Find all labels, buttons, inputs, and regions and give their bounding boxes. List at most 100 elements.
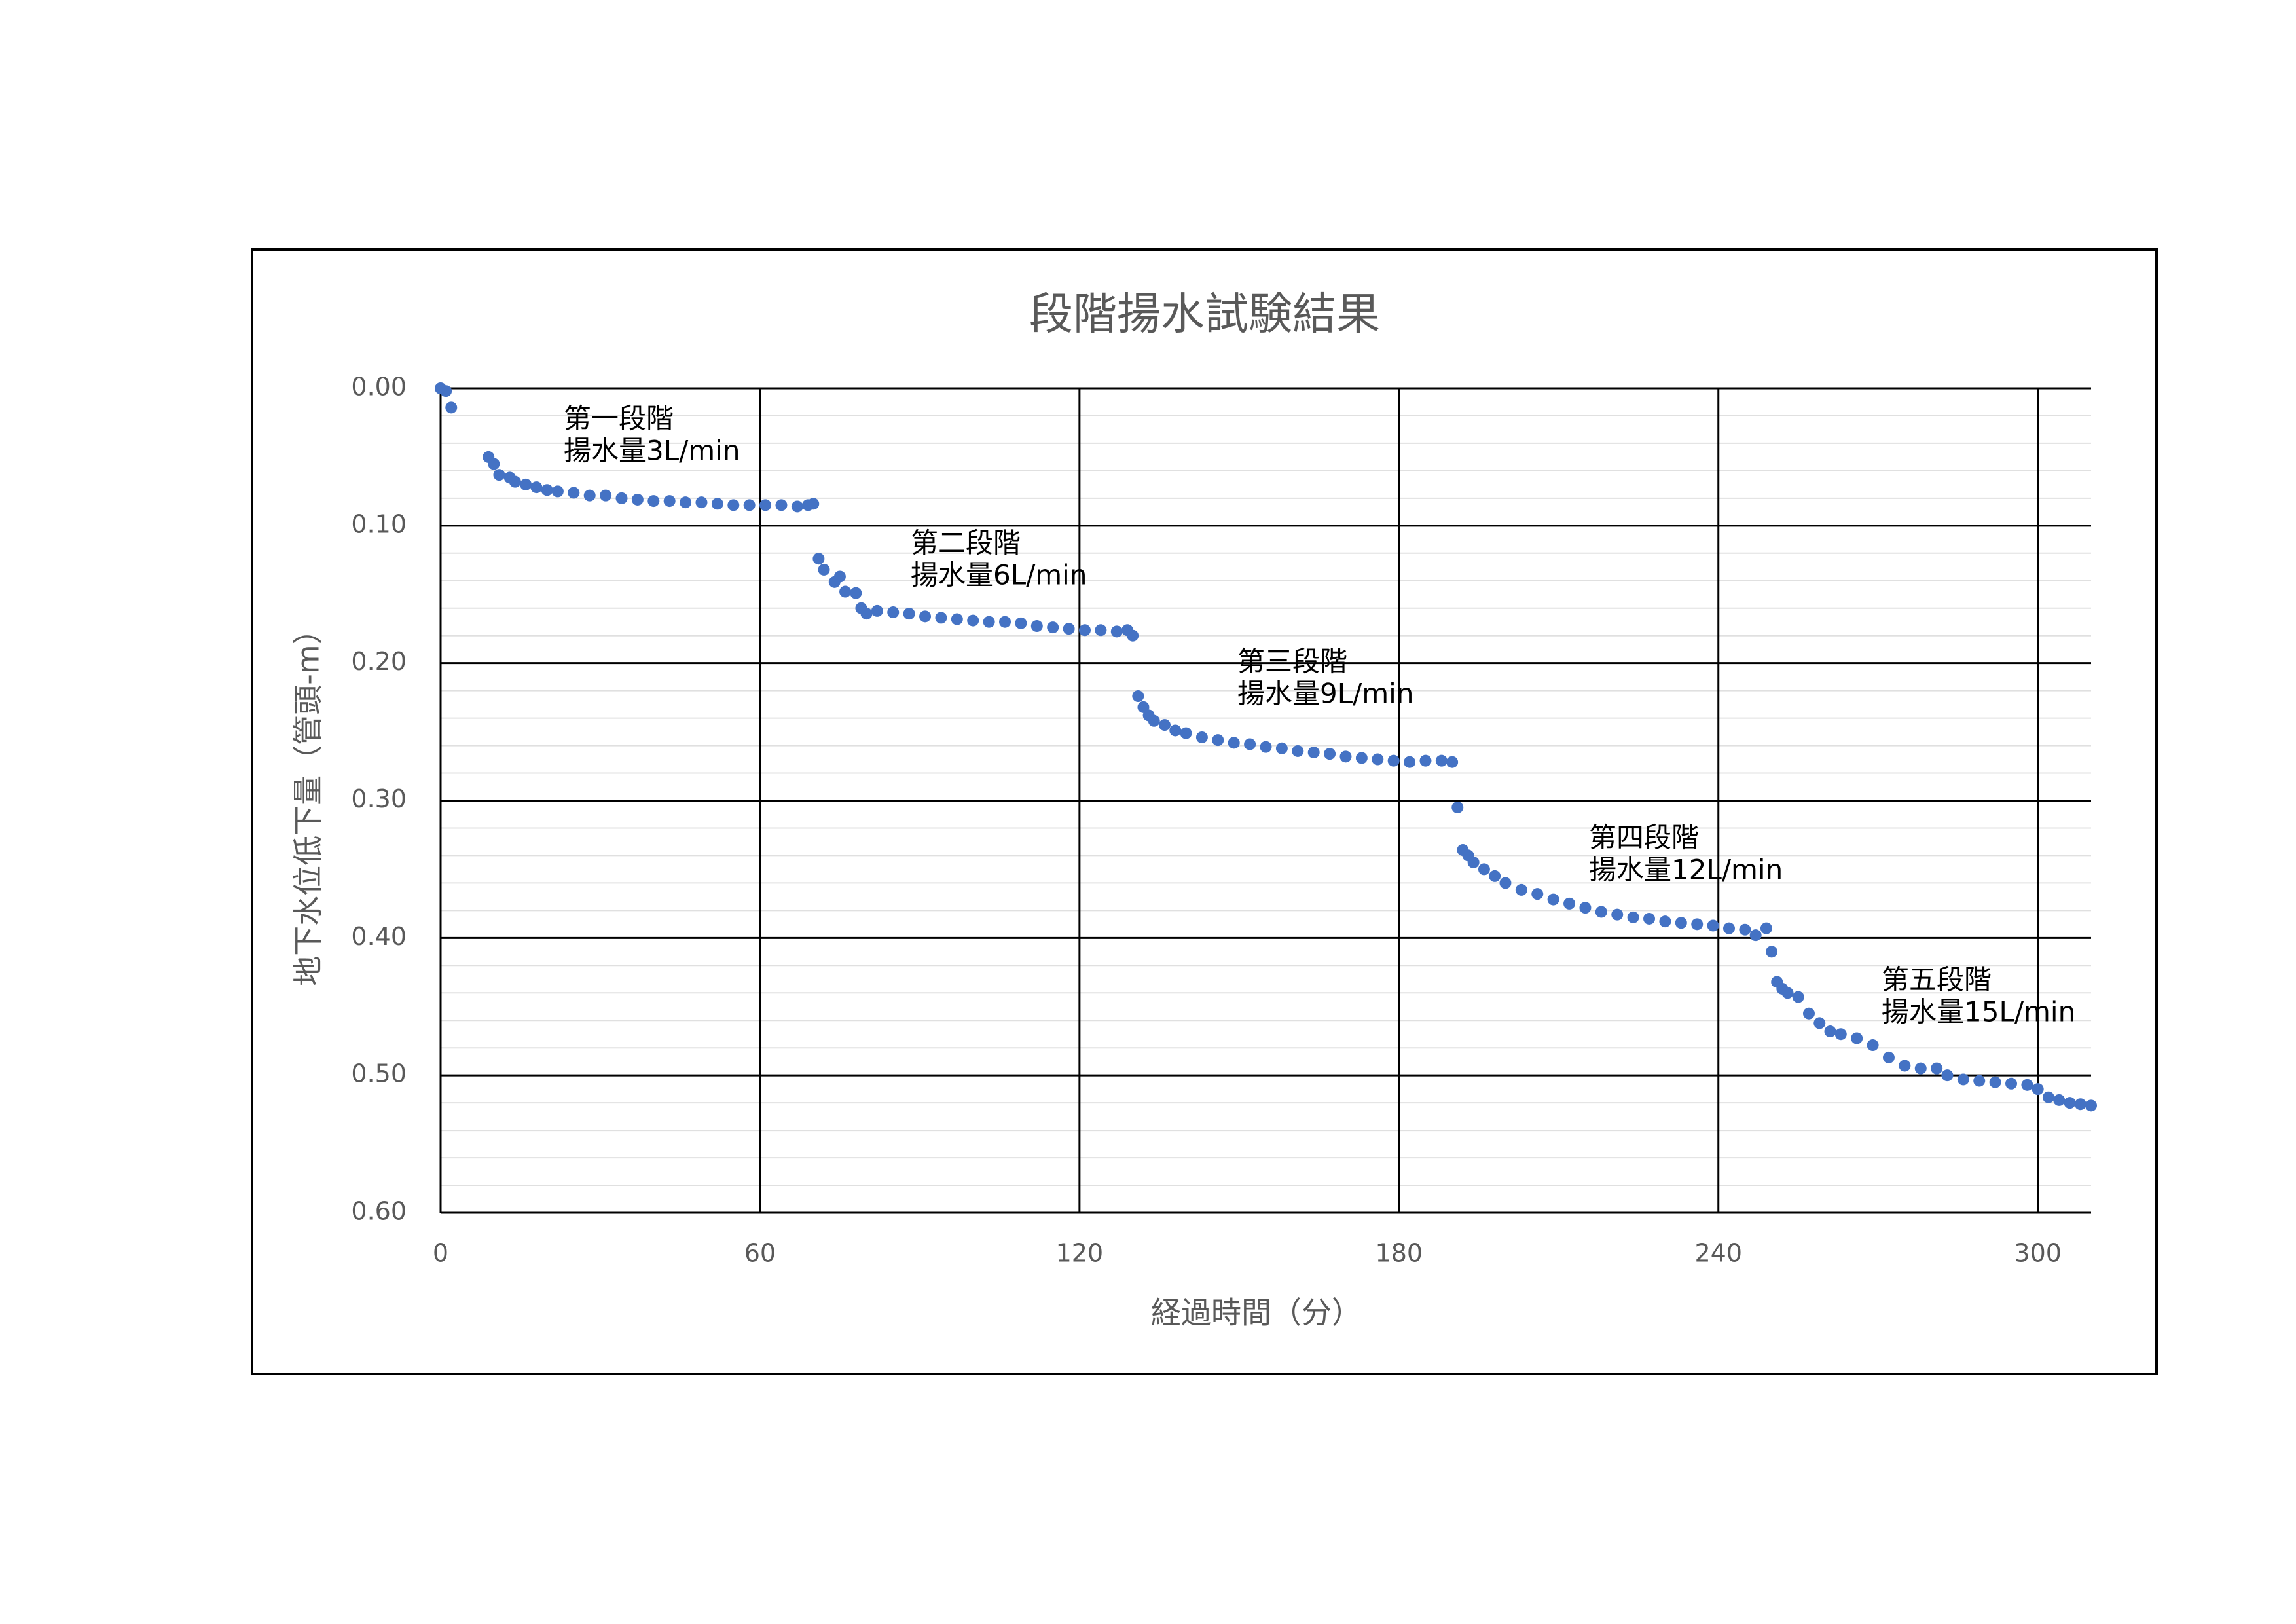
point (1515, 883, 1527, 896)
point (818, 563, 830, 576)
point (583, 489, 596, 502)
chart-title: 段階揚水試験結果 (1029, 289, 1380, 340)
point (1127, 629, 1139, 642)
point (1339, 750, 1352, 763)
point (695, 496, 708, 509)
point (1451, 801, 1464, 813)
point (1047, 621, 1059, 634)
annotation: 第一段階 (564, 403, 674, 435)
point (1467, 856, 1480, 868)
point (1015, 617, 1027, 629)
x-tick-label: 300 (2014, 1239, 2062, 1268)
point (759, 499, 772, 511)
point (1419, 754, 1432, 767)
annotation: 揚水量15L/min (1882, 996, 2075, 1028)
annotation: 第二段階 (911, 527, 1021, 559)
point (887, 606, 900, 619)
y-tick-label: 0.40 (351, 922, 407, 951)
point (493, 469, 505, 481)
point (663, 495, 676, 507)
point (1030, 620, 1043, 633)
point (850, 587, 862, 599)
point (871, 604, 883, 617)
point (551, 485, 564, 498)
point (488, 458, 500, 470)
point (1851, 1032, 1863, 1044)
chart-frame (251, 248, 2158, 1375)
point (1435, 754, 1448, 767)
point (935, 612, 947, 624)
point (967, 614, 979, 627)
point (807, 498, 820, 510)
point (727, 499, 740, 511)
point (1489, 870, 1501, 882)
point (1882, 1051, 1895, 1063)
point (520, 478, 532, 490)
annotation: 第五段階 (1882, 964, 1992, 996)
annotation: 第四段階 (1589, 822, 1699, 854)
point (1643, 912, 1656, 925)
point (983, 616, 995, 628)
annotation: 揚水量6L/min (911, 559, 1087, 591)
point (1781, 987, 1794, 999)
point (615, 492, 628, 504)
point (1275, 742, 1288, 754)
point (631, 493, 644, 506)
point (2005, 1077, 2018, 1090)
point (1132, 690, 1144, 703)
point (1244, 738, 1256, 750)
point (2032, 1083, 2044, 1096)
point (1973, 1075, 1986, 1087)
point (1195, 731, 1208, 743)
point (1957, 1073, 1969, 1086)
point (1579, 902, 1592, 914)
point (1110, 625, 1123, 638)
point (1749, 929, 1762, 942)
point (1659, 915, 1671, 928)
point (775, 499, 788, 511)
point (1766, 946, 1778, 958)
y-tick-label: 0.30 (351, 784, 407, 813)
annotation: 揚水量12L/min (1589, 854, 1783, 886)
point (1292, 745, 1304, 757)
point (1563, 897, 1576, 910)
point (903, 608, 915, 620)
point (1095, 624, 1107, 637)
point (791, 500, 803, 513)
x-tick-label: 240 (1694, 1239, 1742, 1268)
point (440, 385, 452, 397)
point (530, 481, 543, 494)
point (1675, 917, 1687, 929)
point (1867, 1039, 1879, 1052)
point (445, 401, 458, 414)
y-tick-label: 0.20 (351, 647, 407, 676)
point (1834, 1028, 1847, 1041)
x-axis-title: 経過時間（分） (1151, 1295, 1362, 1331)
point (839, 585, 852, 598)
point (2074, 1098, 2086, 1111)
point (2042, 1091, 2054, 1103)
point (1813, 1017, 1826, 1029)
point (1824, 1025, 1836, 1038)
point (1707, 919, 1719, 932)
point (1931, 1062, 1943, 1075)
x-tick-label: 180 (1376, 1239, 1423, 1268)
point (1228, 737, 1240, 749)
point (1212, 734, 1224, 747)
point (680, 496, 692, 509)
point (1063, 623, 1075, 635)
point (1914, 1062, 1927, 1075)
point (1792, 991, 1804, 1003)
point (1723, 922, 1736, 934)
point (1547, 893, 1559, 906)
point (2064, 1097, 2076, 1109)
point (1989, 1076, 2001, 1088)
point (1478, 863, 1490, 876)
point (1595, 906, 1607, 918)
point (1324, 748, 1336, 760)
point (1148, 714, 1160, 727)
y-tick-label: 0.00 (351, 373, 407, 401)
point (1180, 727, 1192, 739)
point (812, 553, 825, 565)
